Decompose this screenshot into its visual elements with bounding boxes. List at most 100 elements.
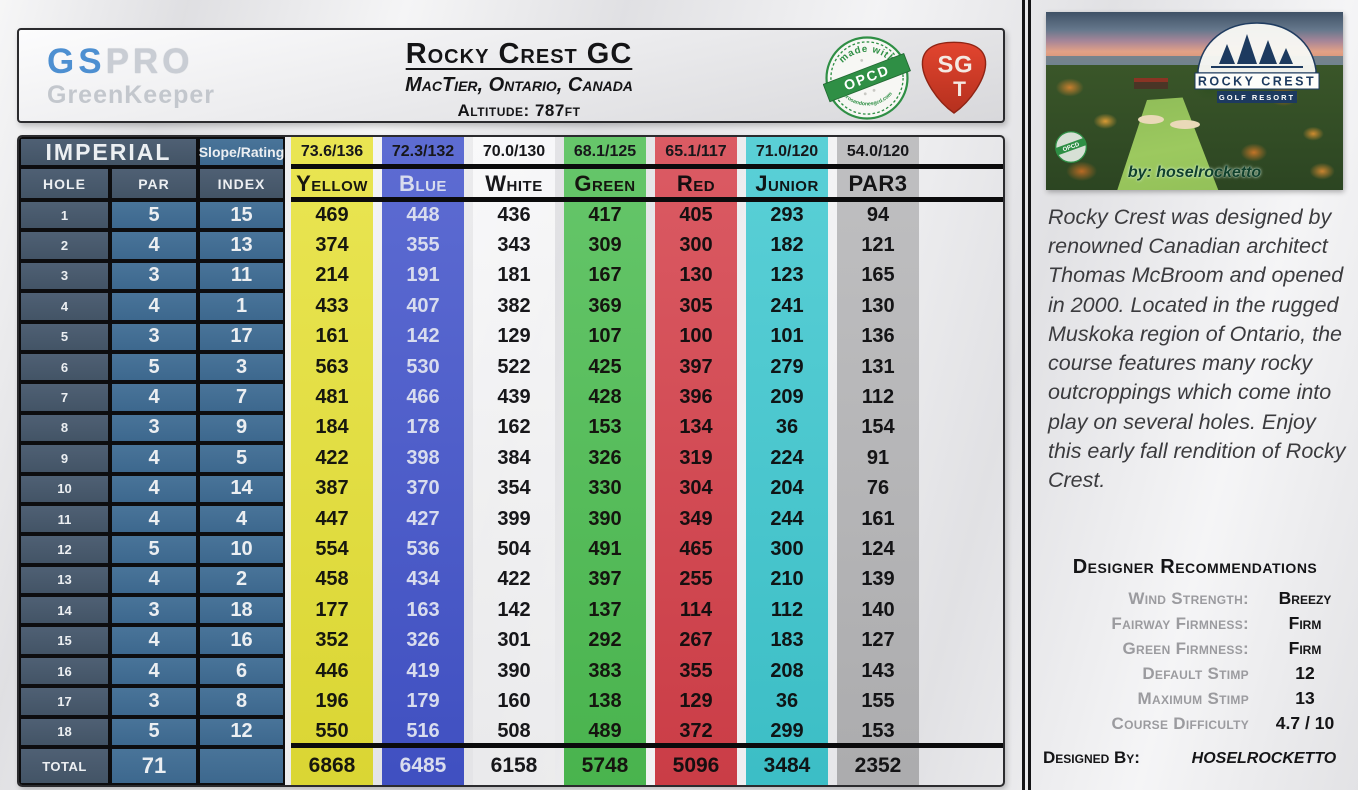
- hole-distance: 267: [679, 629, 713, 652]
- designer-recommendations: Designer Recommendations Wind Strength: B…: [1039, 556, 1351, 738]
- tee-column-stripe-green: [564, 137, 646, 785]
- recommendations-list: Wind Strength: Breezy Fairway Firmness: Fir…: [1039, 588, 1351, 734]
- recommendation-row: Default Stimp 12: [1039, 663, 1351, 684]
- hole-distance: 137: [588, 598, 622, 621]
- hole-distance: 326: [406, 629, 440, 652]
- hole-distance: 504: [497, 537, 531, 560]
- photo-opcd-watermark: OPCD: [1055, 131, 1087, 163]
- hole-distance: 458: [315, 568, 349, 591]
- panel-divider: [1022, 0, 1031, 790]
- course-photo: ROCKY CREST GOLF RESORT OPCD by: hoselro…: [1046, 12, 1343, 190]
- total-label: TOTAL: [19, 747, 110, 785]
- tee-name: Yellow: [296, 170, 368, 196]
- total-index-blank: [198, 747, 285, 785]
- hole-par: 3: [110, 595, 198, 626]
- hole-distance: 91: [866, 446, 890, 469]
- hole-distance: 382: [497, 294, 531, 317]
- tee-total: 6485: [399, 754, 447, 777]
- scorecard-hole-row: 4 4 1 433 407 382 369 305 241 130: [19, 291, 1003, 322]
- recommendation-label: Green Firmness:: [1122, 639, 1249, 658]
- course-location: MacTier, Ontario, Canada: [405, 74, 633, 96]
- tee-slope-rating: 65.1/117: [665, 143, 727, 160]
- tee-total: 3484: [763, 754, 811, 777]
- hole-distance: 355: [406, 234, 440, 257]
- recommendation-row: Green Firmness: Firm: [1039, 638, 1351, 659]
- hole-par: 3: [110, 321, 198, 352]
- svg-text:GOLF RESORT: GOLF RESORT: [1219, 93, 1295, 102]
- scorecard-hole-row: 14 3 18 177 163 142 137 114 112 140: [19, 595, 1003, 626]
- hole-distance: 425: [588, 355, 622, 378]
- hole-index: 15: [198, 200, 285, 231]
- hole-distance: 427: [406, 507, 440, 530]
- hole-distance: 123: [770, 264, 804, 287]
- tee-total: 5096: [672, 754, 720, 777]
- hole-distance: 182: [770, 234, 804, 257]
- scorecard-hole-row: 2 4 13 374 355 343 309 300 182 121: [19, 230, 1003, 261]
- scorecard-hole-row: 13 4 2 458 434 422 397 255 210 139: [19, 564, 1003, 596]
- tee-slope-rating: 70.0/130: [482, 143, 546, 160]
- hole-distance: 398: [406, 446, 440, 469]
- tee-name: Red: [676, 170, 716, 196]
- total-row: TOTAL 71 6868 6485 6158 5748 5096 3484 2352: [19, 747, 1003, 785]
- hole-number: 6: [19, 351, 110, 383]
- hole-index: 4: [198, 503, 285, 535]
- tee-total: 2352: [854, 754, 902, 777]
- hole-distance: 372: [679, 720, 713, 743]
- svg-text:OPCD: OPCD: [1062, 142, 1081, 154]
- hole-distance: 204: [770, 477, 804, 500]
- hole-index: 11: [198, 260, 285, 292]
- index-column-header: INDEX: [198, 167, 285, 200]
- hole-distance: 139: [861, 568, 895, 591]
- hole-number: 12: [19, 534, 110, 565]
- course-altitude: Altitude: 787ft: [457, 101, 581, 120]
- hole-distance: 241: [770, 294, 804, 317]
- hole-number: 8: [19, 412, 110, 444]
- slope-rating-row: IMPERIAL Slope/Rating 73.6/136 72.3/132 70…: [19, 137, 1003, 167]
- hole-distance: 304: [679, 477, 713, 500]
- gspro-logo-pro: PRO: [105, 42, 194, 81]
- hole-distance: 163: [406, 598, 440, 621]
- hole-par: 4: [110, 230, 198, 261]
- recommendation-row: Fairway Firmness: Firm: [1039, 613, 1351, 634]
- hole-distance: 124: [861, 537, 895, 560]
- tee-column-stripe-yellow: [291, 137, 373, 785]
- recommendation-row: Maximum Stimp 13: [1039, 688, 1351, 709]
- hole-par: 4: [110, 564, 198, 596]
- hole-distance: 326: [588, 446, 622, 469]
- hole-distance: 153: [588, 416, 622, 439]
- hole-distance: 481: [315, 386, 349, 409]
- hole-distance: 210: [770, 568, 804, 591]
- hole-distance: 369: [588, 294, 622, 317]
- hole-distance: 279: [770, 355, 804, 378]
- hole-distance: 140: [861, 598, 895, 621]
- info-sidebar: ROCKY CREST GOLF RESORT OPCD by: hoselro…: [1031, 0, 1358, 790]
- hole-distance: 114: [679, 598, 713, 621]
- hole-distance: 530: [406, 355, 440, 378]
- hole-index: 7: [198, 382, 285, 413]
- hole-par: 5: [110, 351, 198, 383]
- hole-distance: 36: [775, 689, 799, 712]
- hole-distance: 405: [679, 203, 713, 226]
- hole-number: 4: [19, 291, 110, 322]
- hole-distance: 36: [775, 416, 799, 439]
- hole-index: 10: [198, 534, 285, 565]
- hole-distance: 100: [679, 325, 713, 348]
- hole-distance: 121: [861, 234, 895, 257]
- hole-index: 18: [198, 595, 285, 626]
- slope-rating-label: Slope/Rating: [198, 137, 285, 167]
- hole-number: 15: [19, 625, 110, 656]
- hole-index: 9: [198, 412, 285, 444]
- svg-text:SG: SG: [938, 51, 974, 78]
- hole-number: 13: [19, 564, 110, 596]
- recommendation-row: Wind Strength: Breezy: [1039, 588, 1351, 609]
- hole-par: 4: [110, 473, 198, 504]
- hole-par: 5: [110, 200, 198, 231]
- hole-distance: 349: [679, 507, 713, 530]
- photo-lodge: [1134, 78, 1168, 89]
- hole-number: 9: [19, 443, 110, 474]
- hole-distance: 165: [861, 264, 895, 287]
- hole-distance: 374: [315, 234, 349, 257]
- hole-distance: 300: [770, 537, 804, 560]
- recommendation-value: 12: [1295, 663, 1315, 683]
- hole-distance: 178: [406, 416, 440, 439]
